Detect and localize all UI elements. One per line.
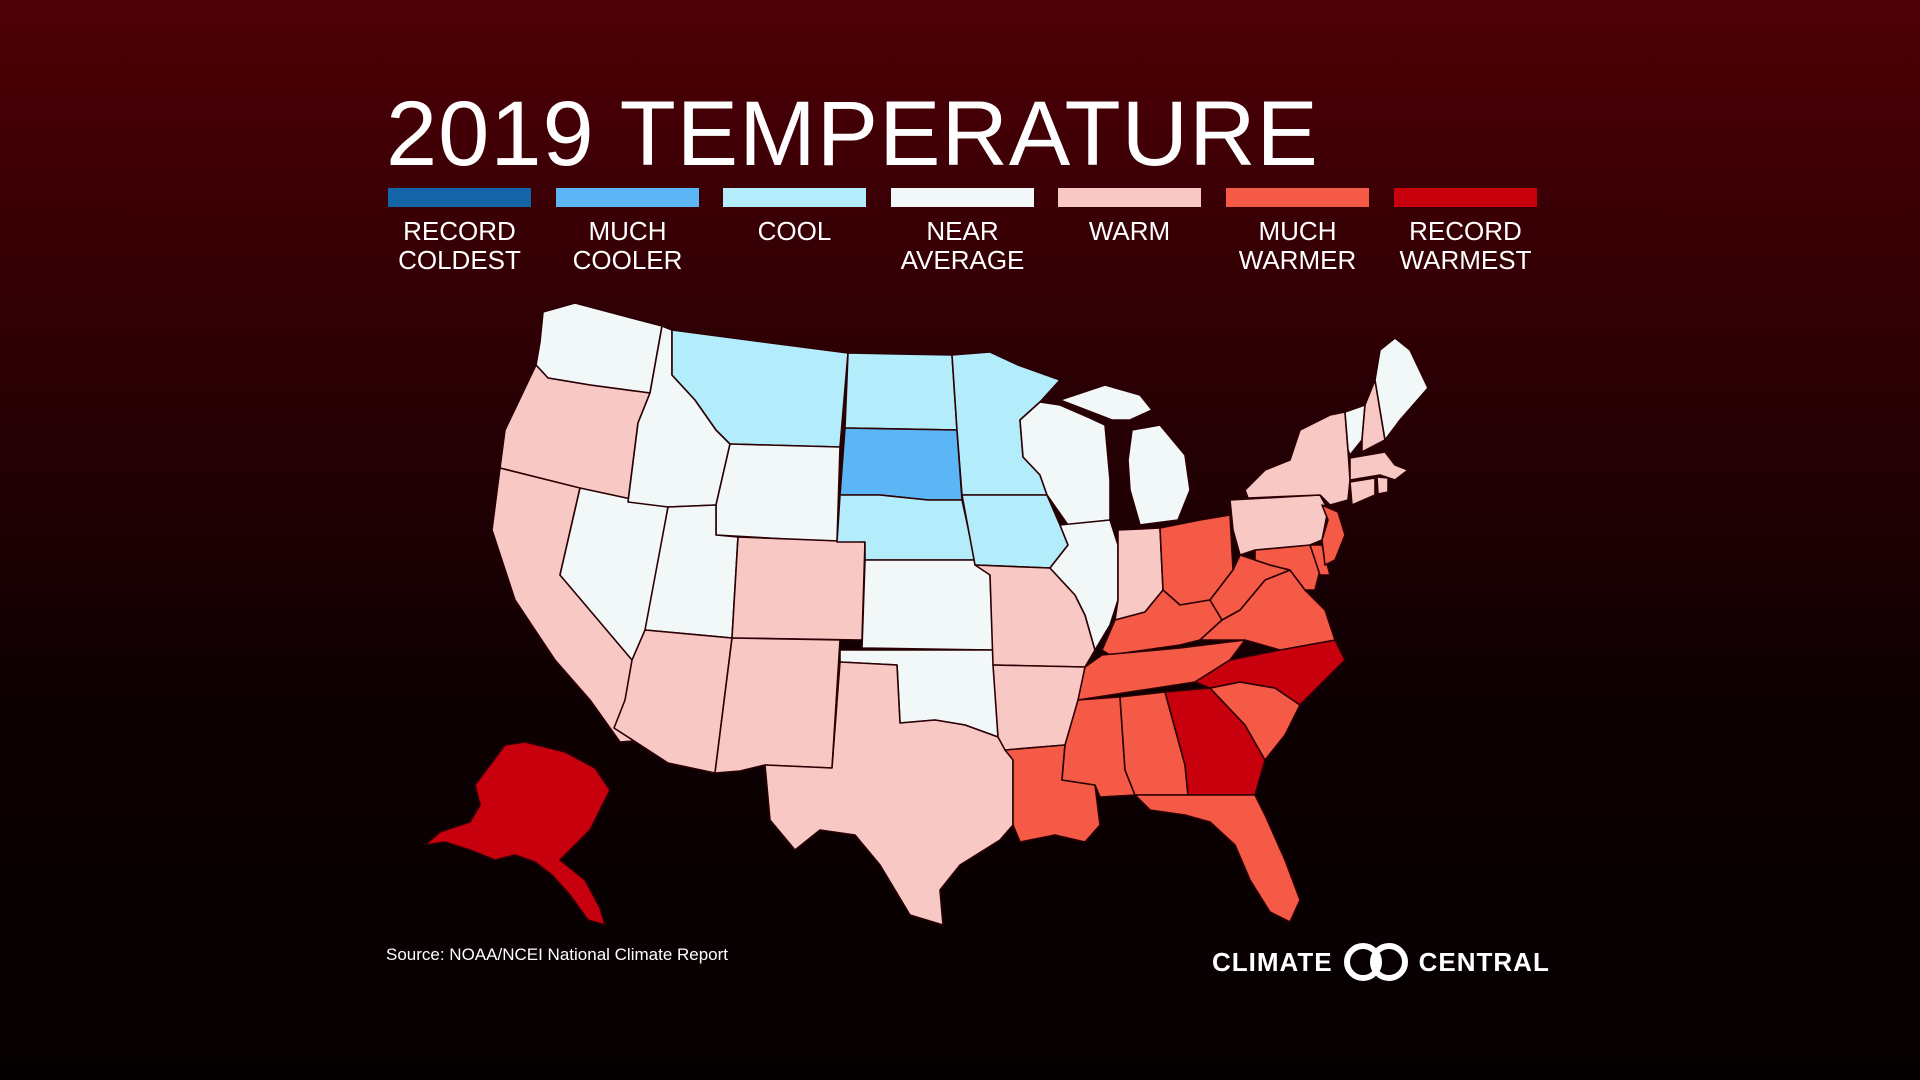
legend-label: RECORD WARMEST (1399, 216, 1532, 275)
state-wy (715, 443, 841, 543)
state-tn (1077, 639, 1246, 701)
page-title: 2019 TEMPERATURE (386, 83, 1319, 185)
legend-swatch (891, 188, 1034, 207)
legend-swatch (556, 188, 699, 207)
logo-text-right: CENTRAL (1418, 946, 1550, 977)
legend-item-record-warmest: RECORD WARMEST (1394, 188, 1537, 275)
state-ma (1349, 451, 1409, 481)
state-il (1049, 519, 1119, 651)
legend-swatch (723, 188, 866, 207)
state-nd (844, 352, 958, 431)
state-ny (1244, 411, 1351, 506)
state-mi (1059, 384, 1191, 526)
legend-item-record-coldest: RECORD COLDEST (388, 188, 531, 275)
legend-item-near-average: NEAR AVERAGE (891, 188, 1034, 275)
legend-swatch (1226, 188, 1369, 207)
state-vt (1344, 404, 1366, 456)
state-nc (1194, 639, 1346, 706)
state-tx (764, 661, 1014, 926)
legend-item-much-cooler: MUCH COOLER (556, 188, 699, 275)
state-co (731, 536, 866, 641)
legend-label: WARM (1088, 216, 1171, 246)
state-ak (424, 741, 611, 926)
state-pa (1229, 494, 1329, 556)
legend-label: MUCH WARMER (1238, 216, 1357, 275)
state-fl (1134, 794, 1301, 923)
state-ia (961, 494, 1069, 569)
state-wi (1019, 401, 1111, 526)
state-me (1374, 337, 1429, 441)
state-nm (714, 637, 841, 774)
legend: RECORD COLDEST MUCH COOLER COOL NEAR AVE… (388, 188, 1538, 288)
legend-label: NEAR AVERAGE (900, 216, 1025, 275)
source-note: Source: NOAA/NCEI National Climate Repor… (386, 945, 729, 964)
state-sd (839, 427, 963, 501)
legend-item-warm: WARM (1058, 188, 1201, 246)
climate-central-logo: CLIMATE CENTRAL (1212, 940, 1550, 984)
legend-label: RECORD COLDEST (398, 216, 521, 275)
legend-item-cool: COOL (723, 188, 866, 246)
state-de (1309, 544, 1331, 576)
state-nj (1321, 504, 1346, 566)
legend-swatch (1394, 188, 1537, 207)
legend-label: MUCH COOLER (572, 216, 683, 275)
logo-text-left: CLIMATE (1212, 946, 1333, 977)
legend-swatch (388, 188, 531, 207)
legend-swatch (1058, 188, 1201, 207)
state-ct (1349, 477, 1376, 506)
legend-item-much-warmer: MUCH WARMER (1226, 188, 1369, 275)
logo-rings-icon (1343, 943, 1408, 981)
state-nh (1361, 379, 1386, 453)
legend-label: COOL (757, 216, 832, 246)
state-ks (861, 559, 994, 651)
state-ri (1376, 476, 1389, 495)
